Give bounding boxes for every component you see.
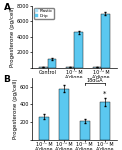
Bar	[39, 117, 49, 140]
Bar	[74, 32, 83, 68]
Legend: Plastic, Drip: Plastic, Drip	[34, 8, 54, 19]
Bar	[93, 67, 101, 68]
Bar	[101, 14, 110, 68]
Text: B: B	[4, 75, 10, 84]
Y-axis label: Progesterone (pg/cell): Progesterone (pg/cell)	[10, 6, 15, 67]
Text: A: A	[4, 3, 10, 12]
Bar	[59, 88, 69, 140]
Text: *: *	[103, 91, 107, 97]
Bar	[48, 59, 56, 68]
Bar	[100, 102, 110, 140]
Text: 18αGA: 18αGA	[86, 78, 103, 82]
Y-axis label: Progesterone (pg/cell): Progesterone (pg/cell)	[13, 78, 18, 139]
Bar	[80, 121, 90, 140]
Bar	[66, 67, 74, 68]
Bar	[39, 67, 48, 68]
